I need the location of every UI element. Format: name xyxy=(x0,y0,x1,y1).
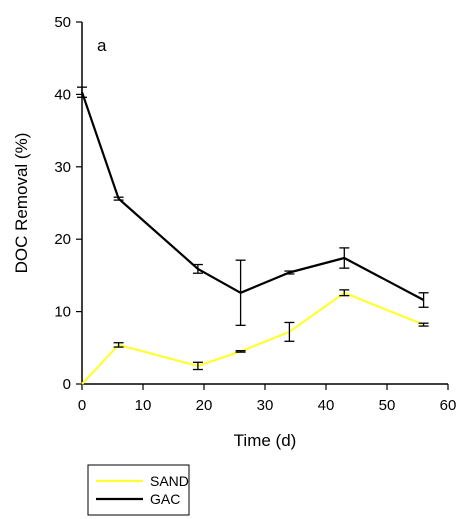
y-tick-label: 20 xyxy=(54,231,71,248)
legend-label-sand: SAND xyxy=(150,473,189,489)
gac-error-bar xyxy=(284,270,295,275)
axes xyxy=(81,22,448,385)
sand-error-bar xyxy=(284,321,295,342)
y-axis-label: DOC Removal (%) xyxy=(12,133,31,274)
gac-error-bar xyxy=(113,196,124,201)
y-ticks: 0 10 20 30 40 50 xyxy=(54,14,82,393)
panel-label: a xyxy=(97,36,107,55)
x-tick-label: 50 xyxy=(379,397,396,414)
x-tick-label: 30 xyxy=(257,397,274,414)
y-tick-label: 50 xyxy=(54,14,71,31)
sand-series-line xyxy=(81,291,425,385)
sand-error-bar xyxy=(339,289,350,297)
sand-error-bar xyxy=(418,322,429,327)
y-tick-label: 40 xyxy=(54,86,71,103)
x-tick-label: 0 xyxy=(78,397,86,414)
sand-error-bar xyxy=(192,361,203,371)
legend-box xyxy=(87,464,190,516)
gac-error-bar xyxy=(192,263,203,274)
gac-error-bar xyxy=(339,247,350,269)
legend: SAND GAC xyxy=(87,464,190,516)
x-axis-label: Time (d) xyxy=(234,431,297,450)
x-tick-label: 20 xyxy=(196,397,213,414)
series-layer xyxy=(77,86,429,385)
x-tick-label: 60 xyxy=(440,397,457,414)
gac-error-bar xyxy=(77,86,87,98)
y-tick-label: 10 xyxy=(54,304,71,321)
gac-series-line xyxy=(80,91,425,301)
y-tick-label: 30 xyxy=(54,159,71,176)
gac-error-bar xyxy=(235,259,246,327)
legend-label-gac: GAC xyxy=(150,491,180,507)
sand-error-bar xyxy=(113,342,124,348)
x-tick-label: 10 xyxy=(135,397,152,414)
sand-error-bar xyxy=(235,350,246,353)
y-tick-label: 0 xyxy=(63,376,71,393)
gac-error-bar xyxy=(418,292,429,308)
x-ticks: 0 10 20 30 40 50 60 xyxy=(78,384,457,414)
x-tick-label: 40 xyxy=(318,397,335,414)
